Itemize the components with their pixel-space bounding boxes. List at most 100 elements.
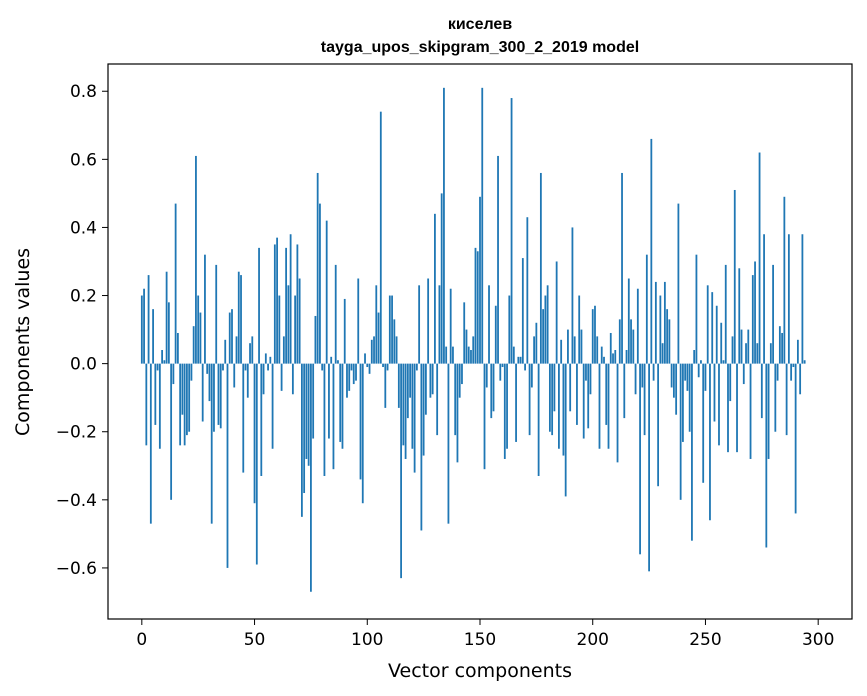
bar-213 — [621, 172, 623, 364]
x-axis-ticks: 0 50 100 150 200 250 300 — [136, 619, 834, 650]
bar-1 — [143, 288, 145, 364]
bar-99 — [364, 353, 366, 364]
bar-186 — [560, 339, 563, 364]
bar-42 — [235, 336, 238, 364]
bar-38 — [226, 363, 229, 568]
bar-131 — [436, 363, 439, 436]
bar-58 — [271, 363, 274, 449]
bar-152 — [483, 363, 486, 470]
bar-146 — [470, 350, 472, 364]
bar-266 — [740, 329, 743, 364]
bar-264 — [736, 363, 738, 453]
bar-13 — [170, 363, 173, 500]
bar-51 — [255, 363, 258, 565]
bar-96 — [357, 278, 360, 364]
bar-193 — [576, 363, 578, 425]
bar-62 — [280, 363, 283, 391]
bar-283 — [778, 326, 781, 364]
bar-34 — [217, 363, 220, 425]
bar-239 — [679, 363, 682, 500]
y-tick-label: 0.2 — [70, 287, 97, 307]
bar-215 — [625, 350, 628, 364]
bar-284 — [781, 332, 784, 364]
x-tick-label: 200 — [577, 630, 609, 650]
bar-65 — [287, 285, 290, 364]
bar-232 — [663, 281, 666, 364]
bar-159 — [499, 363, 502, 381]
bar-210 — [614, 350, 617, 364]
bar-222 — [641, 363, 644, 388]
bar-150 — [479, 196, 481, 364]
y-axis-ticks: −0.6 −0.4 −0.2 0.0 0.2 0.4 0.6 0.8 — [56, 82, 108, 579]
bar-37 — [224, 339, 227, 364]
bar-106 — [379, 111, 382, 364]
bar-75 — [310, 363, 312, 592]
bar-181 — [548, 363, 551, 432]
bar-183 — [553, 363, 556, 412]
bar-202 — [596, 336, 599, 364]
bar-120 — [411, 363, 414, 449]
bar-268 — [745, 343, 747, 364]
bar-133 — [440, 193, 443, 364]
bar-242 — [686, 363, 689, 391]
bar-135 — [445, 346, 448, 364]
bar-236 — [672, 363, 675, 398]
bar-217 — [630, 319, 632, 364]
bar-145 — [467, 346, 470, 364]
bar-280 — [772, 264, 774, 364]
y-tick-label: 0.8 — [70, 82, 97, 102]
bar-81 — [323, 363, 326, 476]
bar-206 — [605, 363, 608, 425]
bar-12 — [167, 302, 170, 364]
bar-251 — [706, 285, 709, 364]
bar-27 — [201, 363, 204, 422]
bar-55 — [264, 353, 267, 364]
bar-174 — [533, 336, 536, 364]
bar-243 — [688, 363, 691, 432]
bar-286 — [785, 363, 788, 436]
bar-78 — [316, 172, 319, 364]
bar-10 — [163, 360, 166, 364]
bar-136 — [447, 363, 450, 524]
bar-231 — [661, 343, 664, 364]
bar-205 — [603, 356, 605, 364]
bar-95 — [355, 363, 357, 381]
bar-25 — [197, 295, 200, 364]
bar-277 — [765, 363, 768, 548]
bar-64 — [285, 247, 288, 364]
bar-279 — [769, 343, 772, 364]
bar-35 — [219, 363, 222, 429]
bar-118 — [406, 363, 409, 419]
bar-269 — [747, 329, 750, 364]
bar-270 — [749, 363, 752, 459]
bar-200 — [591, 309, 594, 364]
bar-22 — [190, 363, 193, 381]
bar-79 — [319, 203, 321, 364]
bar-293 — [801, 234, 804, 364]
bar-6 — [154, 363, 157, 425]
chart-subtitle: tayga_upos_skipgram_300_2_2019 model — [321, 39, 639, 56]
bar-94 — [352, 363, 355, 385]
bar-100 — [366, 363, 369, 368]
bar-101 — [368, 363, 371, 374]
bar-253 — [711, 292, 714, 364]
bar-175 — [535, 322, 538, 364]
bar-204 — [600, 346, 603, 364]
bar-281 — [774, 363, 777, 432]
bar-110 — [388, 295, 391, 364]
bar-53 — [260, 363, 263, 476]
bar-70 — [298, 278, 301, 364]
bar-157 — [494, 305, 497, 364]
bar-265 — [738, 268, 741, 364]
bar-161 — [503, 363, 506, 459]
bar-39 — [228, 312, 231, 364]
bar-227 — [652, 363, 655, 381]
bar-208 — [609, 332, 612, 364]
bar-8 — [158, 363, 161, 449]
bar-278 — [767, 363, 770, 459]
y-tick-label: −0.4 — [56, 491, 97, 511]
bar-91 — [346, 363, 348, 398]
bar-228 — [654, 281, 657, 364]
bar-76 — [312, 363, 315, 439]
bar-248 — [700, 360, 702, 364]
